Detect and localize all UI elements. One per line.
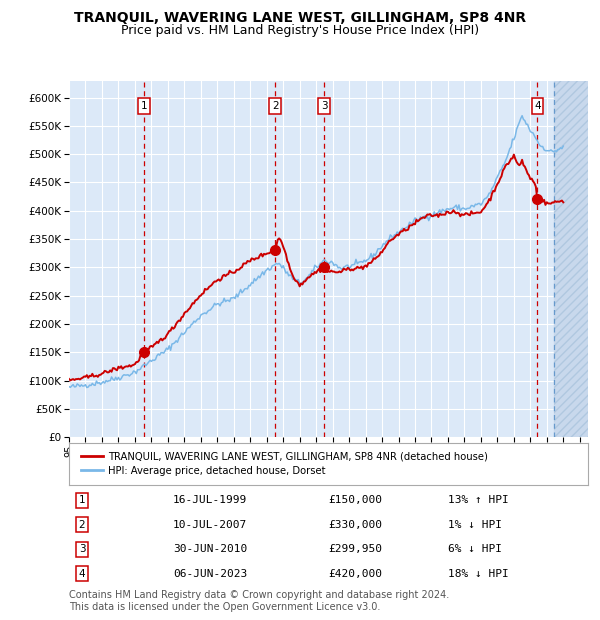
Text: 2: 2 [272, 101, 278, 111]
Text: 2: 2 [79, 520, 85, 529]
Legend: TRANQUIL, WAVERING LANE WEST, GILLINGHAM, SP8 4NR (detached house), HPI: Average: TRANQUIL, WAVERING LANE WEST, GILLINGHAM… [77, 448, 491, 480]
Text: 4: 4 [79, 569, 85, 578]
Bar [554, 81, 588, 437]
Text: £150,000: £150,000 [329, 495, 383, 505]
Text: £420,000: £420,000 [329, 569, 383, 578]
Text: Price paid vs. HM Land Registry's House Price Index (HPI): Price paid vs. HM Land Registry's House … [121, 24, 479, 37]
Text: 10-JUL-2007: 10-JUL-2007 [173, 520, 247, 529]
Text: 6% ↓ HPI: 6% ↓ HPI [448, 544, 502, 554]
Text: 06-JUN-2023: 06-JUN-2023 [173, 569, 247, 578]
Text: 1: 1 [140, 101, 147, 111]
Text: 18% ↓ HPI: 18% ↓ HPI [448, 569, 509, 578]
Text: Contains HM Land Registry data © Crown copyright and database right 2024.
This d: Contains HM Land Registry data © Crown c… [69, 590, 449, 612]
Text: TRANQUIL, WAVERING LANE WEST, GILLINGHAM, SP8 4NR: TRANQUIL, WAVERING LANE WEST, GILLINGHAM… [74, 11, 526, 25]
Text: 13% ↑ HPI: 13% ↑ HPI [448, 495, 509, 505]
Text: 3: 3 [321, 101, 328, 111]
Bar [554, 81, 588, 437]
Text: 4: 4 [534, 101, 541, 111]
Text: 1: 1 [79, 495, 85, 505]
Text: £330,000: £330,000 [329, 520, 383, 529]
Text: 30-JUN-2010: 30-JUN-2010 [173, 544, 247, 554]
Text: £299,950: £299,950 [329, 544, 383, 554]
Text: 3: 3 [79, 544, 85, 554]
Text: 1% ↓ HPI: 1% ↓ HPI [448, 520, 502, 529]
Text: 16-JUL-1999: 16-JUL-1999 [173, 495, 247, 505]
